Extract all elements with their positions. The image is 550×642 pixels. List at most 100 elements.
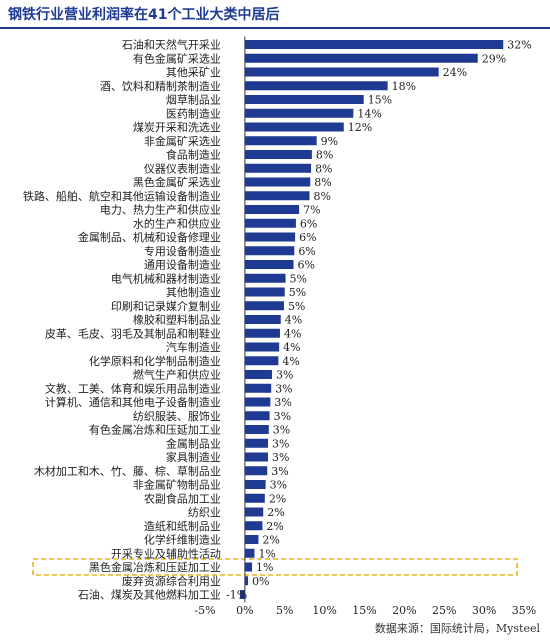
value-label: 6% [299, 231, 316, 244]
bar [244, 232, 296, 242]
category-label: 燃气生产和供应业 [133, 368, 221, 382]
value-label: 6% [298, 245, 315, 258]
value-label: 4% [285, 314, 302, 327]
category-label: 仪器仪表制造业 [144, 161, 221, 175]
bar [244, 397, 271, 407]
x-tick-label: -5% [194, 604, 215, 617]
bar [244, 95, 364, 104]
x-tick-label: 10% [312, 604, 336, 617]
bar [244, 562, 253, 572]
bar [244, 218, 296, 228]
category-label: 金属制品、机械和设备修理业 [78, 230, 221, 244]
x-tick-label: 20% [392, 604, 416, 617]
value-label: 3% [271, 465, 288, 478]
bar [244, 301, 284, 311]
bar [244, 246, 295, 256]
bar [244, 150, 312, 159]
bar [244, 328, 280, 338]
category-label: 食品制造业 [166, 148, 221, 162]
bar [244, 356, 279, 366]
value-label: 3% [274, 410, 291, 423]
bar [244, 452, 269, 462]
value-label: 4% [282, 355, 299, 368]
category-label: 化学纤维制造业 [144, 533, 221, 547]
value-label: 0% [252, 575, 269, 588]
category-label: 非金属矿物制品业 [133, 478, 221, 492]
x-tick-label: 15% [352, 604, 376, 617]
bar [244, 177, 311, 187]
category-label: 废弃资源综合利用业 [122, 574, 221, 588]
category-label: 汽车制造业 [166, 340, 221, 354]
category-label: 家具制造业 [166, 450, 221, 464]
bar [244, 191, 310, 201]
category-label: 非金属矿采选业 [144, 134, 221, 148]
category-label: 电气机械和器材制造业 [111, 271, 221, 285]
value-label: 5% [290, 272, 307, 285]
value-label: 3% [274, 396, 291, 409]
category-label: 石油、煤炭及其他燃料加工业 [78, 588, 221, 602]
value-label: 14% [357, 107, 381, 120]
category-label: 黑色金属矿采选业 [133, 175, 221, 189]
bar [244, 383, 272, 393]
value-label: 8% [313, 190, 330, 203]
bar [244, 425, 269, 434]
value-label: 9% [321, 135, 338, 148]
category-label: 橡胶和塑料制品业 [133, 313, 221, 327]
bar [244, 287, 285, 297]
category-label: 烟草制品业 [166, 93, 221, 107]
value-label: 2% [266, 520, 283, 533]
value-label: 7% [303, 204, 320, 217]
bar [244, 535, 259, 544]
bar [244, 480, 266, 489]
bar [244, 273, 286, 283]
value-label: 12% [348, 121, 372, 134]
category-label: 皮革、毛皮、羽毛及其制品和制鞋业 [45, 326, 221, 340]
value-label: 8% [314, 176, 331, 189]
value-label: 6% [298, 259, 315, 272]
category-label: 煤炭开采和洗选业 [133, 121, 221, 134]
category-label: 专用设备制造业 [144, 244, 221, 258]
value-label: 6% [300, 217, 317, 230]
category-label: 金属制品业 [166, 436, 221, 450]
highlight-box [32, 558, 518, 576]
value-label: 3% [272, 437, 289, 450]
bar [244, 260, 294, 269]
value-label: 15% [368, 94, 392, 107]
x-tick-label: 35% [512, 604, 536, 617]
value-label: 3% [276, 369, 293, 382]
title-underline [0, 27, 550, 29]
bar [244, 163, 312, 173]
value-label: 4% [284, 327, 301, 340]
bar [244, 576, 249, 586]
source-note: 数据来源：国际统计局，Mysteel [374, 622, 540, 635]
x-tick-label: 0% [236, 604, 253, 617]
value-label: 3% [270, 479, 287, 492]
value-label: 2% [262, 534, 279, 547]
bar [244, 53, 478, 63]
bar [244, 40, 504, 49]
bar [240, 590, 245, 599]
value-label: 5% [288, 300, 305, 313]
category-label: 木材加工和木、竹、藤、棕、草制品业 [34, 464, 221, 478]
category-label: 计算机、通信和其他电子设备制造业 [45, 395, 221, 409]
category-label: 文教、工美、体育和娱乐用品制造业 [45, 381, 221, 395]
value-label: 3% [275, 382, 292, 395]
bar [244, 548, 255, 558]
bar [244, 122, 344, 132]
value-label: -1% [226, 589, 247, 602]
bar [244, 493, 265, 503]
category-label: 有色金属冶炼和压延加工业 [89, 423, 221, 437]
category-label: 水的生产和供应业 [133, 216, 221, 230]
bar [244, 315, 281, 324]
category-label: 石油和天然气开采业 [122, 38, 221, 52]
value-label: 1% [256, 561, 273, 574]
category-label: 其他采矿业 [166, 66, 221, 79]
category-label: 纺织业 [188, 505, 221, 519]
category-label: 化学原料和化学制品制造业 [89, 354, 221, 368]
category-label: 开采专业及辅助性活动 [111, 546, 221, 560]
value-label: 32% [507, 39, 531, 52]
bar [244, 136, 317, 146]
value-label: 5% [289, 286, 306, 299]
bar [244, 205, 300, 214]
